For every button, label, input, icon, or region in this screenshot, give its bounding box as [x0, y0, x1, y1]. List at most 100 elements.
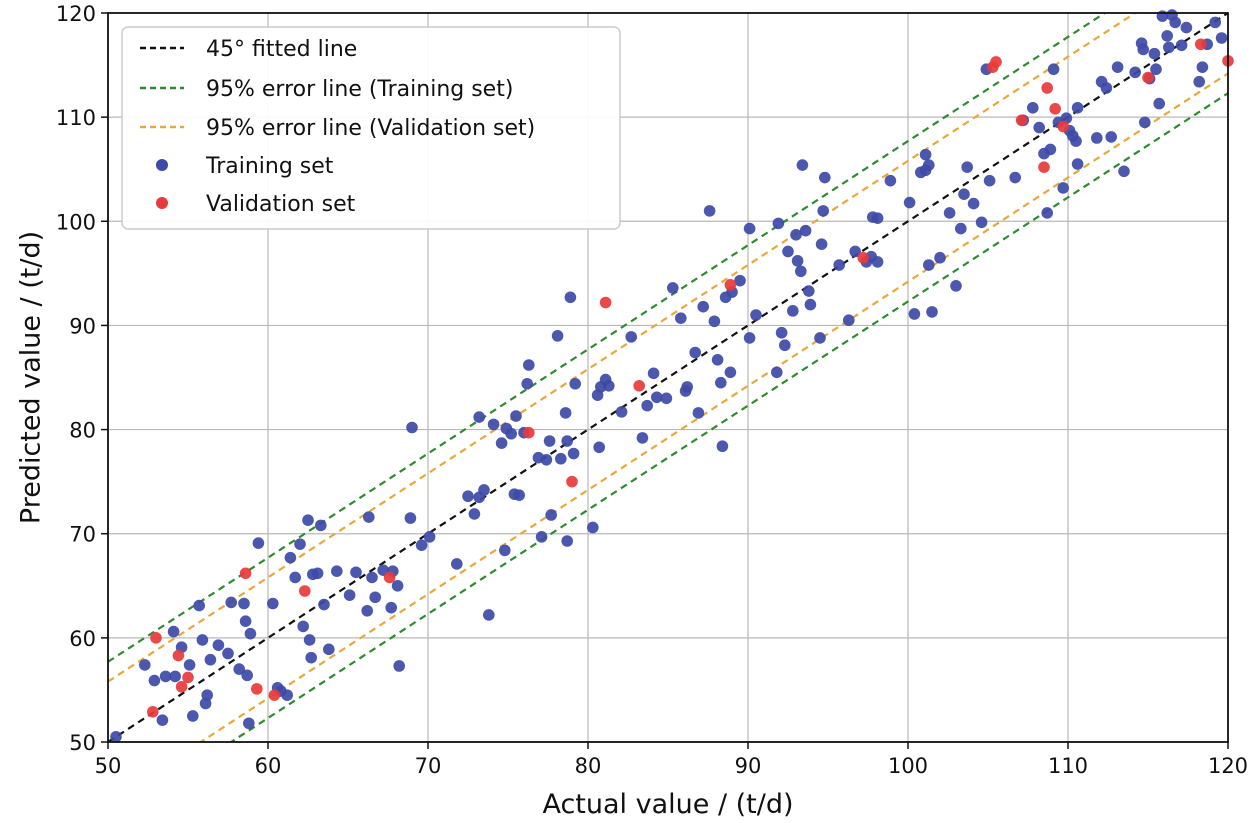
training-point — [1209, 16, 1221, 29]
training-point — [943, 207, 956, 219]
training-point — [551, 330, 564, 342]
x-tick-label: 110 — [1048, 754, 1088, 778]
train-band-line — [229, 92, 1228, 742]
training-point — [404, 512, 417, 524]
training-point — [423, 531, 436, 543]
validation-point — [150, 632, 162, 644]
x-tick-label: 70 — [415, 754, 442, 778]
x-axis-label: Actual value / (t/d) — [542, 789, 793, 820]
training-point — [201, 689, 213, 701]
training-point — [1137, 43, 1149, 56]
training-point — [743, 332, 756, 344]
y-axis-label: Predicted value / (t/d) — [16, 231, 47, 524]
legend-label-training: Training set — [205, 154, 334, 179]
training-point — [791, 255, 804, 267]
training-point — [303, 634, 316, 646]
training-point — [775, 326, 788, 339]
training-point — [1161, 30, 1173, 42]
training-point — [772, 217, 785, 230]
legend-box — [121, 26, 621, 230]
training-point — [1215, 32, 1228, 44]
training-point — [385, 601, 398, 614]
training-point — [281, 689, 294, 701]
legend-label-validation: Validation set — [206, 192, 356, 217]
axis-ticks: 50 60 70 80 90 100 110 120 50 60 70 80 90 100 110 120 — [56, 2, 1248, 778]
legend-label-fit: 45° fitted line — [206, 37, 357, 62]
training-point — [239, 615, 252, 627]
training-point — [871, 256, 884, 268]
validation-point — [1049, 103, 1061, 115]
training-point — [294, 538, 306, 550]
training-point — [555, 452, 567, 465]
train-band-line — [108, 13, 1107, 663]
training-point — [267, 597, 279, 610]
validation-point — [147, 705, 159, 718]
training-point — [641, 399, 653, 412]
training-point — [561, 535, 573, 547]
validation-point — [175, 681, 188, 693]
training-point — [782, 245, 794, 258]
training-point — [415, 539, 428, 551]
training-point — [1047, 63, 1060, 76]
training-point — [169, 670, 181, 683]
training-point — [505, 427, 517, 440]
y-tick-label: 110 — [56, 106, 96, 130]
training-point — [724, 366, 737, 379]
training-point — [495, 437, 508, 449]
training-point — [478, 484, 490, 496]
legend-label-train-band: 95% error line (Training set) — [206, 77, 513, 102]
training-point — [363, 511, 375, 523]
training-point — [193, 599, 205, 612]
training-point — [1148, 47, 1161, 60]
training-point — [1163, 41, 1175, 54]
training-point — [817, 205, 829, 217]
training-point — [771, 366, 783, 379]
plot-frame — [107, 12, 1229, 743]
training-point — [473, 411, 486, 423]
training-point — [543, 435, 556, 447]
training-point — [148, 674, 161, 687]
training-point — [343, 589, 356, 601]
training-point — [647, 367, 660, 380]
training-point — [451, 558, 463, 570]
training-point — [955, 222, 967, 235]
training-point — [715, 376, 727, 389]
x-tick-label: 120 — [1208, 754, 1248, 778]
training-point — [462, 490, 474, 503]
x-tick-label: 60 — [255, 754, 282, 778]
training-point — [244, 627, 257, 640]
training-point — [302, 514, 314, 526]
training-point — [393, 660, 406, 672]
training-point — [540, 453, 553, 466]
validation-point — [1142, 71, 1154, 84]
training-point — [587, 521, 599, 534]
training-point — [1044, 143, 1057, 156]
training-point — [241, 669, 253, 682]
y-tick-label: 60 — [69, 627, 96, 651]
validation-point — [172, 649, 185, 662]
training-point — [843, 314, 855, 327]
training-point — [315, 519, 327, 532]
validation-point — [857, 251, 869, 264]
training-point — [967, 197, 980, 210]
training-point — [923, 259, 935, 271]
training-point — [708, 315, 721, 328]
validation-point — [990, 56, 1002, 68]
training-point — [369, 591, 382, 604]
training-point — [716, 440, 729, 453]
training-point — [331, 565, 343, 578]
validation-point — [1057, 120, 1069, 133]
training-point — [139, 659, 151, 671]
training-point — [1111, 61, 1124, 73]
training-point — [204, 653, 217, 666]
training-point — [750, 309, 762, 321]
training-point — [675, 312, 687, 324]
training-point — [667, 282, 679, 294]
training-point — [660, 392, 673, 405]
training-point — [289, 571, 302, 584]
training-point — [521, 377, 533, 390]
training-point — [222, 647, 234, 660]
val-band-line — [198, 72, 1228, 742]
training-point — [926, 306, 938, 318]
